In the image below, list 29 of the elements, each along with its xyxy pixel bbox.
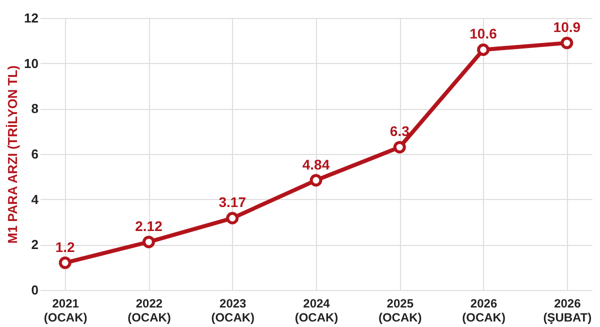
x-tick-label: 2025 (OCAK) <box>378 296 422 324</box>
y-tick-label: 6 <box>31 146 38 162</box>
y-axis-title: M1 PARA ARZI (TRİLYON TL) <box>5 65 20 244</box>
data-label: 2.12 <box>135 218 163 234</box>
y-tick-label: 12 <box>24 10 38 26</box>
x-tick-label: 2026 (ŞUBAT) <box>543 296 592 324</box>
y-tick-label: 0 <box>31 282 38 298</box>
y-tick-label: 2 <box>31 237 38 252</box>
x-tick-label: 2023 (OCAK) <box>211 296 255 324</box>
x-tick-label: 2021 (OCAK) <box>44 296 88 324</box>
x-tick-label: 2026 (OCAK) <box>462 296 506 324</box>
data-label: 3.17 <box>218 194 246 210</box>
x-tick-label: 2022 (OCAK) <box>128 296 171 324</box>
data-label: 6.3 <box>390 123 410 140</box>
data-label: 4.84 <box>302 156 330 172</box>
point <box>310 174 322 187</box>
point <box>142 236 155 248</box>
data-label: 10.6 <box>470 26 498 42</box>
data-label: 1.2 <box>55 238 76 255</box>
point <box>560 36 574 50</box>
data-label: 10.9 <box>553 18 581 35</box>
x-tick-label: 2024 (OCAK) <box>294 296 338 324</box>
y-tick-label: 4 <box>31 192 40 207</box>
y-tick-label: 10 <box>24 56 38 71</box>
point <box>226 212 239 224</box>
point <box>477 44 490 56</box>
point <box>393 140 406 154</box>
point <box>58 256 72 270</box>
y-tick-label: 8 <box>31 101 38 116</box>
